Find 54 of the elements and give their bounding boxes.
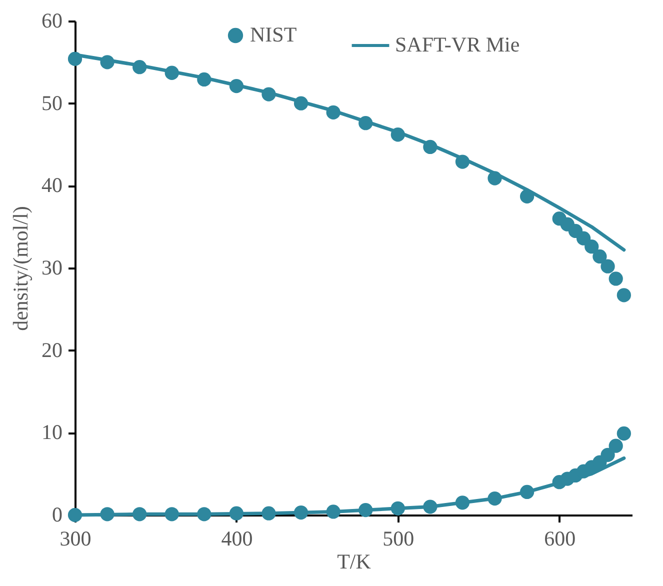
point: [294, 505, 308, 520]
point: [455, 496, 470, 510]
point: [576, 231, 591, 246]
point: [164, 66, 179, 80]
y-tick-label: 20: [42, 338, 62, 362]
legend-label: SAFT-VR Mie: [395, 32, 520, 56]
point: [608, 438, 623, 453]
y-tick-label: 50: [42, 90, 62, 115]
x-tick-label: 400: [221, 526, 253, 550]
point: [229, 78, 244, 94]
point: [100, 507, 114, 522]
point: [423, 140, 438, 154]
point: [100, 55, 114, 70]
point: [262, 506, 276, 520]
point: [390, 501, 405, 516]
point: [608, 272, 623, 286]
point: [164, 507, 179, 522]
point: [592, 249, 607, 264]
point: [326, 105, 340, 120]
point: [616, 288, 631, 302]
point: [326, 504, 340, 519]
point: [390, 128, 405, 142]
point: [488, 171, 502, 186]
x-tick-label: 500: [382, 526, 414, 550]
point: [358, 503, 373, 518]
y-axis-title: density/(mol/l): [8, 206, 32, 331]
point: [229, 506, 244, 520]
point: [455, 154, 470, 169]
x-tick-label: 600: [544, 526, 576, 550]
point: [584, 240, 599, 254]
legend-label: NIST: [250, 22, 297, 46]
point: [488, 491, 502, 506]
point: [423, 500, 438, 514]
y-tick-label: 0: [52, 502, 62, 526]
point: [294, 96, 308, 110]
y-tick-label: 10: [42, 420, 62, 444]
point: [132, 60, 147, 74]
y-tick-label: 60: [42, 8, 62, 32]
x-axis-title: T/K: [337, 550, 371, 574]
point: [197, 507, 212, 522]
y-tick-label: 40: [42, 173, 62, 198]
point: [616, 426, 631, 441]
point: [132, 507, 147, 522]
y-tick-label: 30: [42, 256, 62, 280]
point: [262, 87, 276, 102]
point: [68, 52, 82, 66]
point: [520, 484, 534, 500]
point: [600, 259, 615, 274]
point: [600, 448, 615, 462]
point: [197, 72, 212, 87]
x-tick-label: 300: [60, 526, 92, 550]
point: [358, 116, 373, 130]
point: [68, 508, 82, 522]
point: [520, 189, 534, 204]
